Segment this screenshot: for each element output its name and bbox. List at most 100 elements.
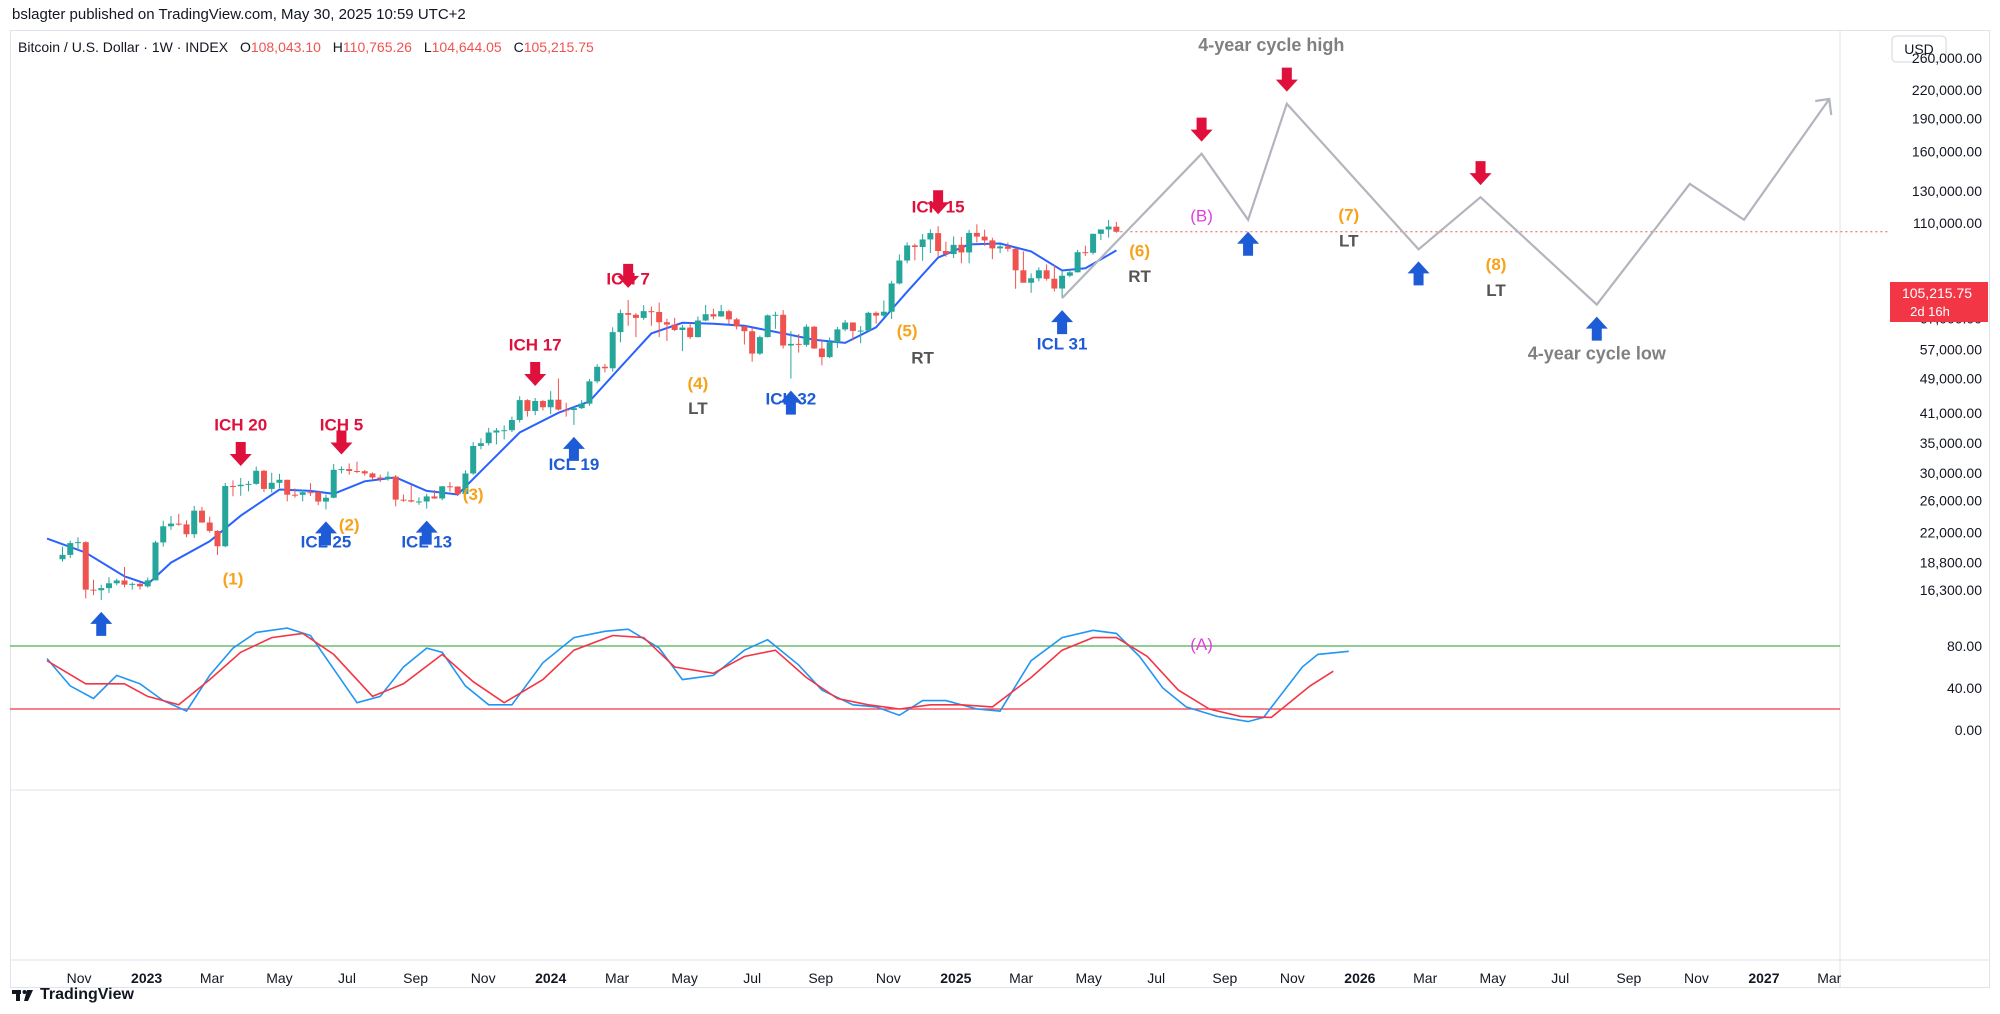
candle-body	[555, 399, 562, 410]
candle	[787, 331, 794, 379]
candle	[764, 314, 771, 338]
candle-body	[470, 445, 477, 474]
candle-body	[439, 486, 446, 499]
candle-body	[1097, 229, 1104, 234]
candle	[524, 399, 531, 417]
candle-body	[315, 492, 322, 502]
annotation-label: ICH 15	[912, 198, 965, 217]
candle	[725, 309, 732, 324]
price-tick-label: 160,000.00	[1912, 143, 1982, 159]
tradingview-logo-icon	[12, 990, 33, 1001]
annotation-label: ICH 17	[509, 336, 562, 355]
candle	[539, 400, 546, 411]
annotation-label: LT	[1339, 232, 1359, 251]
candle	[423, 493, 430, 509]
annotation-label: ICL 19	[549, 455, 600, 474]
candle	[1051, 265, 1058, 292]
annotation-label: ICH 20	[214, 415, 267, 434]
candle-body	[950, 244, 957, 255]
price-tick-label: 130,000.00	[1912, 183, 1982, 199]
annotation-label: ICL 31	[1037, 335, 1088, 354]
candle	[322, 494, 329, 510]
candle-body	[694, 320, 701, 338]
candle-body	[1051, 278, 1058, 289]
candle	[369, 472, 376, 480]
candle-body	[477, 443, 484, 446]
candle-body	[578, 403, 585, 409]
legend-open-label: O	[240, 39, 251, 55]
candle-body	[741, 326, 748, 332]
down-arrow-icon	[1190, 117, 1213, 142]
annotation-label: ICL 32	[766, 389, 817, 408]
candle-body	[919, 239, 926, 248]
legend-symbol: Bitcoin / U.S. Dollar · 1W · INDEX	[18, 39, 229, 55]
candle	[90, 579, 97, 596]
candle	[911, 243, 918, 261]
candle	[896, 254, 903, 285]
candle-body	[346, 469, 353, 471]
candle	[888, 280, 895, 320]
candle	[129, 582, 136, 590]
candle	[555, 378, 562, 411]
candle	[1004, 242, 1011, 252]
candle	[834, 326, 841, 348]
candle-body	[586, 381, 593, 404]
candle-body	[423, 496, 430, 502]
candle	[663, 318, 670, 341]
candle	[710, 308, 717, 320]
candle-body	[90, 589, 97, 591]
candle-body	[369, 473, 376, 478]
candle	[648, 306, 655, 326]
candle	[919, 234, 926, 261]
candle-body	[1082, 252, 1089, 254]
up-arrow-icon	[779, 390, 802, 415]
candle	[175, 513, 182, 526]
candle-body	[121, 580, 128, 585]
time-tick-label: May	[671, 970, 697, 986]
price-tick-label: 16,300.00	[1920, 582, 1982, 598]
price-tick-label: 190,000.00	[1912, 110, 1982, 126]
currency-button[interactable]: USD	[1891, 35, 1947, 63]
candle	[160, 520, 167, 547]
candle	[1012, 248, 1019, 289]
candle-body	[384, 476, 391, 479]
candle	[222, 482, 229, 548]
candle	[315, 490, 322, 506]
footer-brand: TradingView	[40, 986, 134, 1003]
candle-body	[67, 543, 74, 555]
candle-body	[1004, 246, 1011, 249]
candle	[191, 505, 198, 538]
chart-svg: Bitcoin / U.S. Dollar · 1W · INDEX O108,…	[10, 30, 1990, 988]
candle	[284, 479, 291, 502]
candle-body	[291, 494, 298, 496]
time-tick-label: 2025	[940, 970, 971, 986]
candle-body	[927, 233, 934, 240]
svg-text:Bitcoin / U.S. Dollar · 1W · I: Bitcoin / U.S. Dollar · 1W · INDEX O108,…	[18, 39, 594, 55]
candle	[384, 471, 391, 481]
annotation-label: (1)	[223, 570, 244, 589]
annotation-label: (7)	[1338, 206, 1359, 225]
candle	[865, 311, 872, 332]
candle-body	[710, 314, 717, 317]
candle	[857, 326, 864, 344]
candle-body	[229, 486, 236, 488]
candle-body	[632, 314, 639, 318]
candle-body	[679, 327, 686, 330]
candle-body	[795, 343, 802, 345]
annotation-label: (6)	[1129, 241, 1150, 260]
candle-body	[981, 236, 988, 241]
candle	[470, 442, 477, 475]
candle	[694, 316, 701, 338]
price-badge-bg	[1890, 282, 1988, 322]
candle	[229, 480, 236, 497]
candle-body	[803, 326, 810, 345]
chart-border	[10, 30, 1990, 988]
candle-body	[787, 343, 794, 346]
candle-body	[780, 314, 787, 346]
candle	[973, 224, 980, 243]
candle-body	[1113, 226, 1120, 232]
candle	[516, 396, 523, 423]
annotation-label: (8)	[1486, 255, 1507, 274]
candle-body	[462, 473, 469, 495]
down-arrow-icon	[524, 361, 547, 386]
